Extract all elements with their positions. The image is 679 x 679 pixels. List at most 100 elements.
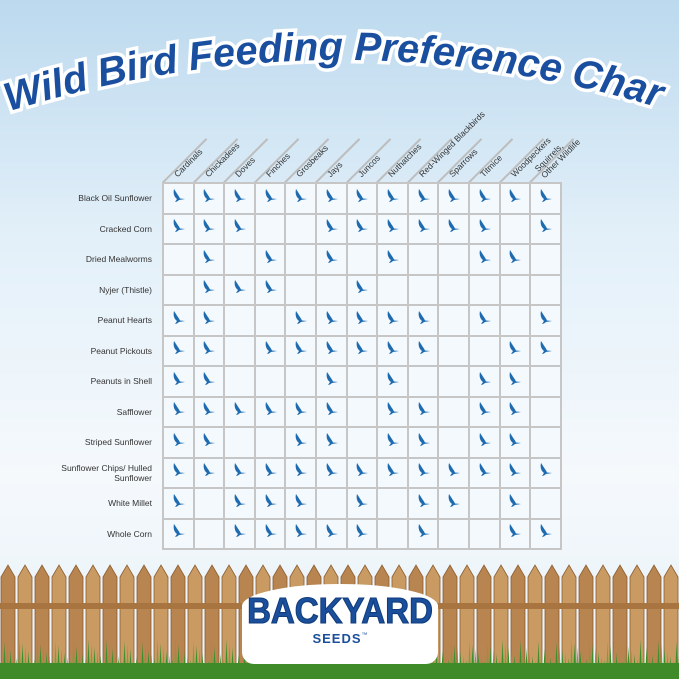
grid-cell [164, 184, 195, 215]
grid-cell [469, 245, 501, 276]
bird-icon [201, 249, 216, 270]
bird-icon [416, 523, 431, 544]
bird-icon [416, 188, 431, 209]
bird-icon [477, 218, 492, 239]
grid-cell [164, 489, 195, 520]
bird-icon [201, 188, 216, 209]
bird-icon [324, 218, 339, 239]
grid-cell [408, 336, 440, 367]
bird-icon [232, 493, 247, 514]
grid-cell [408, 519, 440, 550]
grid-cell [347, 245, 379, 276]
fence-picket [646, 564, 662, 679]
bird-icon [171, 188, 186, 209]
bird-icon [507, 340, 522, 361]
bird-icon [446, 493, 461, 514]
grid-cell [255, 336, 287, 367]
grid-cell [164, 428, 195, 459]
grid-cell [469, 336, 501, 367]
grid-cell [316, 519, 348, 550]
grid-cell [500, 275, 532, 306]
fence-picket [17, 564, 33, 679]
grid-cell [500, 336, 532, 367]
grid-cell [194, 489, 226, 520]
grid-cell [194, 367, 226, 398]
bird-icon [263, 279, 278, 300]
grid-cell [255, 428, 287, 459]
column-header: Titmice [477, 152, 505, 179]
bird-icon [293, 401, 308, 422]
grid-cell [286, 519, 317, 550]
grid-cell [255, 519, 287, 550]
grid-cell [316, 397, 348, 428]
bird-icon [416, 432, 431, 453]
grid-cell [469, 367, 501, 398]
bird-icon [416, 218, 431, 239]
grid-cell [225, 428, 256, 459]
bird-icon [232, 279, 247, 300]
grid-cell [286, 489, 317, 520]
grid-cell [164, 458, 195, 489]
row-label: Safflower [116, 406, 152, 417]
grid-cell [439, 489, 470, 520]
grid-cell [408, 458, 440, 489]
grid-cell [347, 336, 379, 367]
row-label: Cracked Corn [99, 223, 152, 234]
bird-icon [385, 432, 400, 453]
grid-cell [531, 397, 562, 428]
grid-cell [255, 184, 287, 215]
fence-picket [34, 564, 50, 679]
bird-icon [354, 188, 369, 209]
bird-icon [324, 188, 339, 209]
bird-icon [385, 188, 400, 209]
bird-icon [232, 188, 247, 209]
grid-cell [316, 428, 348, 459]
bird-icon [171, 401, 186, 422]
bird-icon [354, 493, 369, 514]
grid-cell [194, 336, 226, 367]
grid-cell [286, 336, 317, 367]
grid-cell [378, 519, 409, 550]
grid-cell [347, 428, 379, 459]
bird-icon [293, 493, 308, 514]
grid-cell [194, 519, 226, 550]
fence-picket [612, 564, 628, 679]
grid-cell [255, 458, 287, 489]
grid-cell [194, 458, 226, 489]
grid-cell [408, 214, 440, 245]
bird-icon [232, 218, 247, 239]
row-label: Nyjer (Thistle) [99, 284, 152, 295]
svg-text:Wild Bird Feeding Preference C: Wild Bird Feeding Preference Chart [0, 0, 671, 120]
grid-cell [500, 306, 532, 337]
bird-icon [293, 523, 308, 544]
bird-icon [507, 188, 522, 209]
grid-cell [531, 336, 562, 367]
grid-cell [439, 519, 470, 550]
preference-grid [162, 182, 562, 550]
grid-cell [225, 245, 256, 276]
bird-icon [263, 340, 278, 361]
bird-icon [385, 340, 400, 361]
grid-cell [255, 397, 287, 428]
grid-cell [439, 428, 470, 459]
bird-icon [232, 523, 247, 544]
grid-cell [255, 367, 287, 398]
grid-cell [194, 245, 226, 276]
grid-cell [286, 184, 317, 215]
grid-cell [316, 336, 348, 367]
column-header: Juncos [355, 152, 382, 179]
grid-cell [531, 519, 562, 550]
grid-cell [500, 184, 532, 215]
bird-icon [324, 462, 339, 483]
bird-icon [538, 188, 553, 209]
bird-icon [171, 493, 186, 514]
grid-cell [439, 275, 470, 306]
grid-cell [378, 184, 409, 215]
grid-cell [531, 458, 562, 489]
bird-icon [507, 401, 522, 422]
grid-cell [408, 367, 440, 398]
grid-cell [255, 306, 287, 337]
grid-cell [164, 397, 195, 428]
bird-icon [324, 249, 339, 270]
grid-cell [531, 428, 562, 459]
